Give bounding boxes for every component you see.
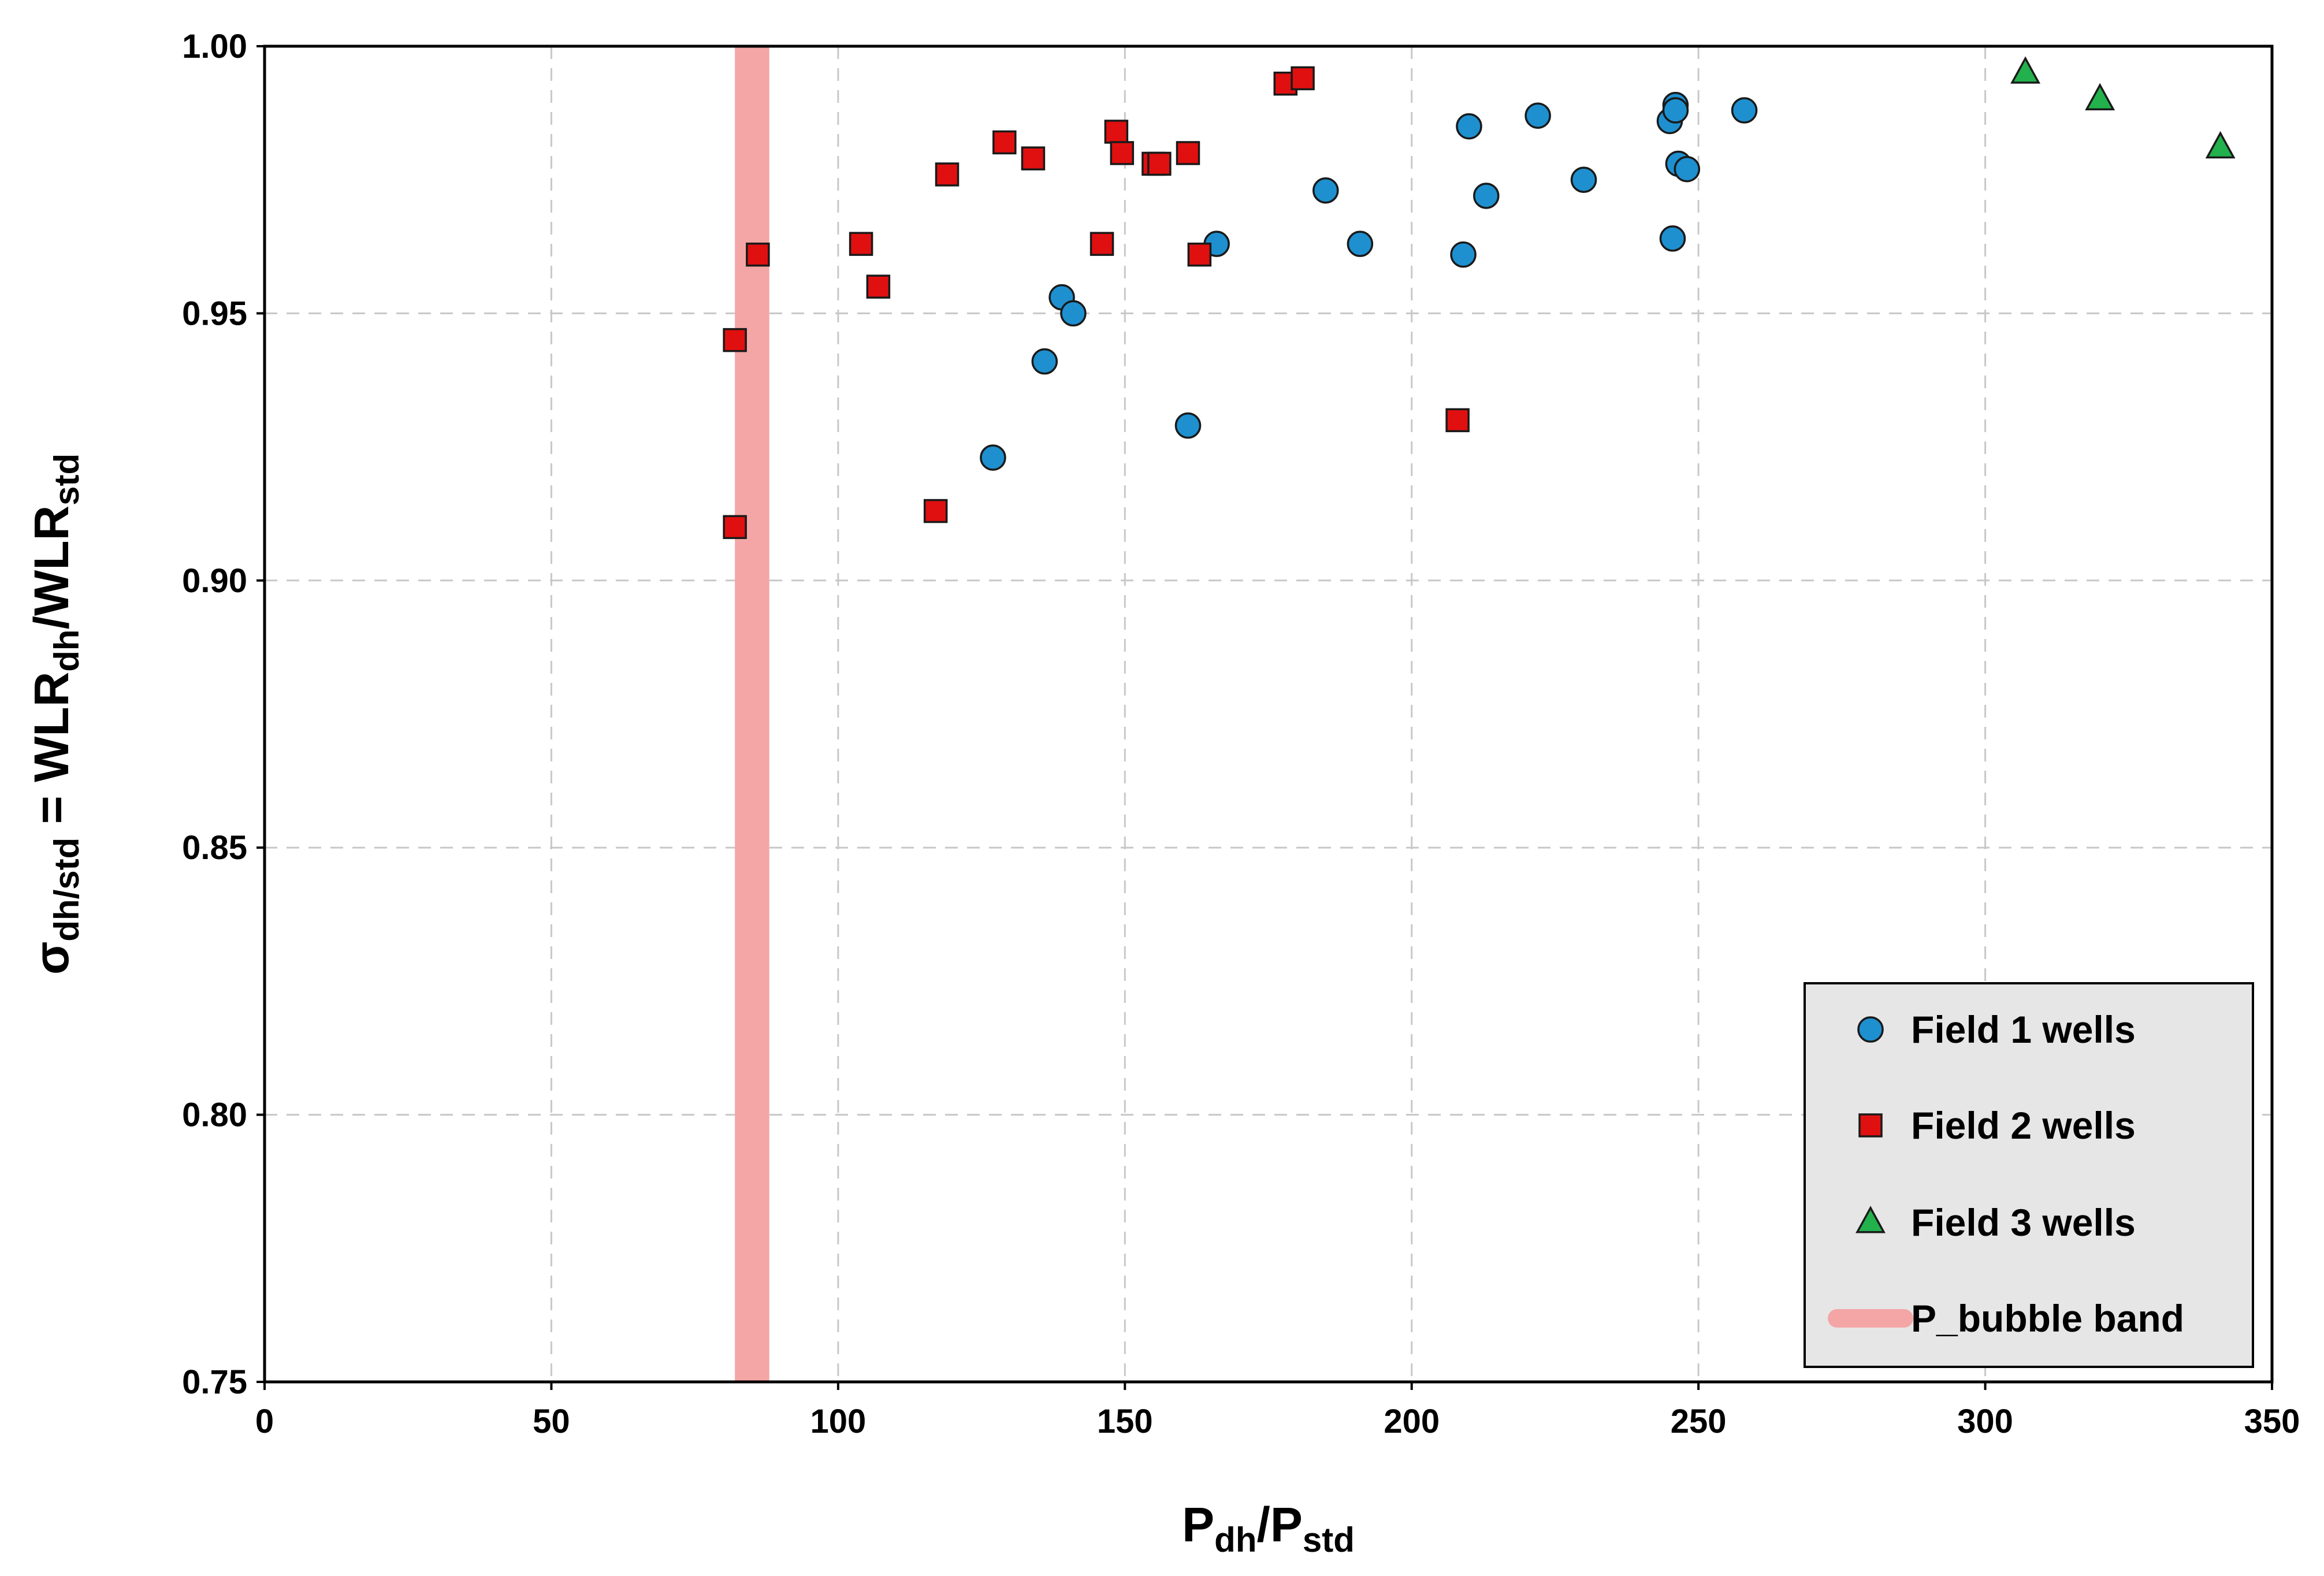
bubble-band-layer <box>735 46 769 1382</box>
legend-box <box>1804 982 2254 1368</box>
y-tick-label: 0.95 <box>182 295 247 332</box>
data-point <box>1021 146 1046 170</box>
data-point <box>1347 231 1374 257</box>
x-tick-label: 350 <box>2244 1403 2300 1440</box>
y-title-sub2: dh <box>47 629 86 671</box>
legend-marker-triangle <box>1856 1206 1886 1233</box>
legend-label: Field 2 wells <box>1911 1104 2136 1147</box>
x-axis-ticks: 0 50 100 150 200 250 300 350 <box>255 1382 2300 1440</box>
data-point <box>992 130 1017 155</box>
data-point <box>1176 141 1200 165</box>
x-tick-label: 300 <box>1957 1403 2013 1440</box>
series-1 <box>980 91 1758 471</box>
data-point <box>849 232 873 256</box>
data-point <box>723 515 747 540</box>
legend-marker-circle <box>1857 1016 1884 1043</box>
y-title-sub3: std <box>47 454 86 505</box>
y-title-eq: = WLR <box>24 672 79 838</box>
data-point <box>1110 141 1135 165</box>
data-point <box>1174 412 1202 439</box>
x-title-main: P <box>1182 1497 1214 1552</box>
x-tick-label: 50 <box>533 1403 570 1440</box>
data-point <box>1312 177 1339 204</box>
x-axis-title: Pdh/Pstd <box>1182 1497 1355 1559</box>
data-point <box>1031 348 1058 375</box>
legend: Field 1 wells Field 2 wells Field 3 wells P… <box>1804 982 2254 1368</box>
y-tick-label: 0.90 <box>182 562 247 600</box>
data-point <box>2205 131 2236 159</box>
x-title-sep: /P <box>1256 1497 1302 1552</box>
y-axis-ticks: 0.75 0.80 0.85 0.90 0.95 1.00 <box>182 28 265 1401</box>
legend-label: P_bubble band <box>1911 1297 2184 1340</box>
series-2 <box>723 66 1470 540</box>
series-3 <box>2010 56 2236 159</box>
y-tick-label: 0.80 <box>182 1096 247 1134</box>
data-point <box>1659 225 1686 252</box>
x-tick-label: 0 <box>255 1403 274 1440</box>
data-points <box>723 56 2236 540</box>
x-title-sub1: dh <box>1214 1521 1256 1559</box>
x-tick-label: 200 <box>1384 1403 1440 1440</box>
y-title-sub1: dh/std <box>47 838 86 942</box>
data-point <box>2085 83 2115 111</box>
data-point <box>1291 66 1315 91</box>
data-point <box>923 499 948 523</box>
plot-area-frame <box>263 44 2274 1384</box>
data-point <box>1445 408 1470 433</box>
legend-marker-square <box>1858 1113 1883 1138</box>
data-point <box>935 162 960 187</box>
data-point <box>1147 151 1172 176</box>
data-point <box>2010 56 2041 84</box>
data-point <box>1090 232 1114 256</box>
y-tick-label: 1.00 <box>182 28 247 65</box>
data-point <box>1060 300 1087 327</box>
p-bubble-band <box>735 46 769 1382</box>
legend-items: Field 1 wells Field 2 wells Field 3 wells P… <box>1828 1008 2184 1340</box>
data-point <box>1570 166 1597 193</box>
data-point <box>1524 102 1551 129</box>
data-point <box>1674 155 1701 183</box>
y-title-symbol: σ <box>24 942 79 975</box>
y-axis-title: σdh/std = WLRdh/WLRstd <box>24 454 86 975</box>
data-point <box>1450 241 1477 268</box>
x-tick-label: 100 <box>810 1403 866 1440</box>
data-point <box>1731 97 1758 124</box>
data-point <box>866 274 891 299</box>
y-tick-label: 0.85 <box>182 829 247 867</box>
data-point <box>746 242 770 267</box>
data-point <box>980 444 1006 471</box>
x-title-sub2: std <box>1303 1521 1355 1559</box>
data-point <box>1456 113 1482 140</box>
data-point <box>1662 97 1689 124</box>
data-point <box>1187 242 1212 267</box>
x-tick-label: 150 <box>1097 1403 1153 1440</box>
y-title-sep: /WLR <box>24 505 79 630</box>
data-point <box>1104 120 1129 144</box>
x-tick-label: 250 <box>1671 1403 1727 1440</box>
data-point <box>723 328 747 352</box>
legend-label: Field 1 wells <box>1911 1008 2136 1051</box>
legend-label: Field 3 wells <box>1911 1201 2136 1244</box>
y-tick-label: 0.75 <box>182 1363 247 1401</box>
data-point <box>1473 183 1500 209</box>
